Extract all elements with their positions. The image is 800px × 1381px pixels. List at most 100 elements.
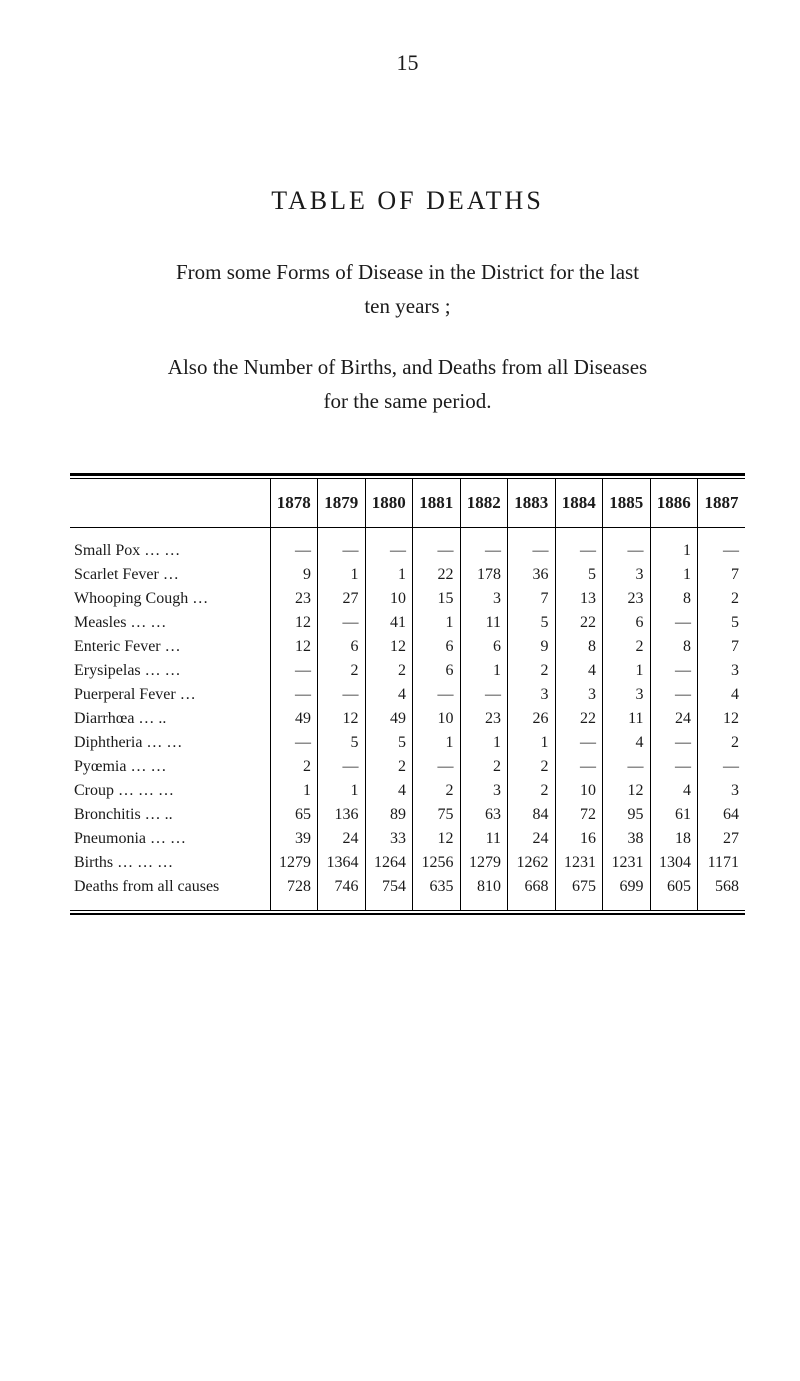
table-cell: 2 bbox=[365, 659, 413, 683]
table-cell: 1 bbox=[365, 563, 413, 587]
row-label: Small Pox … … bbox=[70, 528, 270, 564]
table-cell: 2 bbox=[508, 659, 556, 683]
table-cell: 699 bbox=[603, 875, 651, 910]
table-cell: — bbox=[460, 683, 508, 707]
table-cell: 1 bbox=[318, 779, 366, 803]
table-cell: 5 bbox=[508, 611, 556, 635]
table-cell: — bbox=[650, 683, 698, 707]
row-label: Erysipelas … … bbox=[70, 659, 270, 683]
table-cell: 7 bbox=[698, 563, 746, 587]
col-year: 1885 bbox=[603, 479, 651, 528]
table-cell: 2 bbox=[270, 755, 318, 779]
table-cell: 9 bbox=[508, 635, 556, 659]
table-cell: 5 bbox=[365, 731, 413, 755]
table-cell: 84 bbox=[508, 803, 556, 827]
col-year: 1879 bbox=[318, 479, 366, 528]
table-cell: — bbox=[365, 528, 413, 564]
table-cell: 1264 bbox=[365, 851, 413, 875]
table-row: Enteric Fever …126126698287 bbox=[70, 635, 745, 659]
table-cell: 746 bbox=[318, 875, 366, 910]
table-cell: 65 bbox=[270, 803, 318, 827]
subtitle-1: From some Forms of Disease in the Distri… bbox=[70, 256, 745, 323]
table-cell: — bbox=[650, 731, 698, 755]
table-cell: — bbox=[270, 683, 318, 707]
table-row: Scarlet Fever …91122178365317 bbox=[70, 563, 745, 587]
table-cell: — bbox=[270, 731, 318, 755]
table-cell: 12 bbox=[270, 635, 318, 659]
row-label: Measles … … bbox=[70, 611, 270, 635]
col-year: 1886 bbox=[650, 479, 698, 528]
table-cell: 22 bbox=[555, 707, 603, 731]
table-cell: 1 bbox=[460, 659, 508, 683]
table-cell: — bbox=[270, 528, 318, 564]
table-cell: — bbox=[508, 528, 556, 564]
table-cell: 4 bbox=[650, 779, 698, 803]
table-cell: 38 bbox=[603, 827, 651, 851]
table-cell: 568 bbox=[698, 875, 746, 910]
table-cell: — bbox=[460, 528, 508, 564]
row-label: Scarlet Fever … bbox=[70, 563, 270, 587]
table-cell: — bbox=[603, 528, 651, 564]
table-cell: — bbox=[318, 755, 366, 779]
subtitle-1-line1: From some Forms of Disease in the Distri… bbox=[176, 260, 639, 284]
table-cell: 675 bbox=[555, 875, 603, 910]
table-cell: 2 bbox=[603, 635, 651, 659]
table-cell: 1171 bbox=[698, 851, 746, 875]
table-cell: 61 bbox=[650, 803, 698, 827]
table-cell: 12 bbox=[318, 707, 366, 731]
table-cell: 4 bbox=[603, 731, 651, 755]
table-cell: — bbox=[318, 611, 366, 635]
table-cell: 18 bbox=[650, 827, 698, 851]
table-cell: 11 bbox=[603, 707, 651, 731]
table-cell: — bbox=[650, 755, 698, 779]
table-cell: 5 bbox=[698, 611, 746, 635]
table-cell: 22 bbox=[413, 563, 461, 587]
row-label: Pyœmia … … bbox=[70, 755, 270, 779]
table-cell: 15 bbox=[413, 587, 461, 611]
table-cell: 10 bbox=[413, 707, 461, 731]
table-cell: 668 bbox=[508, 875, 556, 910]
table-cell: 136 bbox=[318, 803, 366, 827]
table-cell: 728 bbox=[270, 875, 318, 910]
table-cell: 1 bbox=[318, 563, 366, 587]
table-cell: 63 bbox=[460, 803, 508, 827]
deaths-table-inner: 1878 1879 1880 1881 1882 1883 1884 1885 … bbox=[70, 478, 745, 911]
row-label: Croup … … … bbox=[70, 779, 270, 803]
table-cell: 16 bbox=[555, 827, 603, 851]
table-cell: — bbox=[555, 731, 603, 755]
col-year: 1878 bbox=[270, 479, 318, 528]
table-cell: 23 bbox=[460, 707, 508, 731]
row-label: Births … … … bbox=[70, 851, 270, 875]
col-year: 1883 bbox=[508, 479, 556, 528]
table-cell: 24 bbox=[650, 707, 698, 731]
row-label: Diphtheria … … bbox=[70, 731, 270, 755]
row-label: Bronchitis … .. bbox=[70, 803, 270, 827]
table-row: Whooping Cough …2327101537132382 bbox=[70, 587, 745, 611]
table-cell: 3 bbox=[460, 587, 508, 611]
table-row: Pneumonia … …39243312112416381827 bbox=[70, 827, 745, 851]
row-label: Pneumonia … … bbox=[70, 827, 270, 851]
table-cell: 5 bbox=[318, 731, 366, 755]
table-row: Diphtheria … …—55111—4—2 bbox=[70, 731, 745, 755]
table-cell: 2 bbox=[508, 755, 556, 779]
table-cell: — bbox=[413, 683, 461, 707]
table-cell: 3 bbox=[698, 659, 746, 683]
table-cell: 13 bbox=[555, 587, 603, 611]
table-cell: 23 bbox=[270, 587, 318, 611]
table-cell: 1262 bbox=[508, 851, 556, 875]
table-row: Bronchitis … ..651368975638472956164 bbox=[70, 803, 745, 827]
table-cell: 36 bbox=[508, 563, 556, 587]
table-cell: 4 bbox=[365, 683, 413, 707]
table-cell: 1 bbox=[270, 779, 318, 803]
page-number: 15 bbox=[70, 50, 745, 76]
table-row: Measles … …12—411115226—5 bbox=[70, 611, 745, 635]
table-cell: — bbox=[555, 528, 603, 564]
table-cell: 33 bbox=[365, 827, 413, 851]
table-cell: — bbox=[413, 755, 461, 779]
table-cell: 2 bbox=[508, 779, 556, 803]
table-cell: 6 bbox=[413, 659, 461, 683]
table-cell: 1 bbox=[650, 563, 698, 587]
table-cell: 3 bbox=[603, 563, 651, 587]
table-cell: 1364 bbox=[318, 851, 366, 875]
table-cell: 4 bbox=[555, 659, 603, 683]
